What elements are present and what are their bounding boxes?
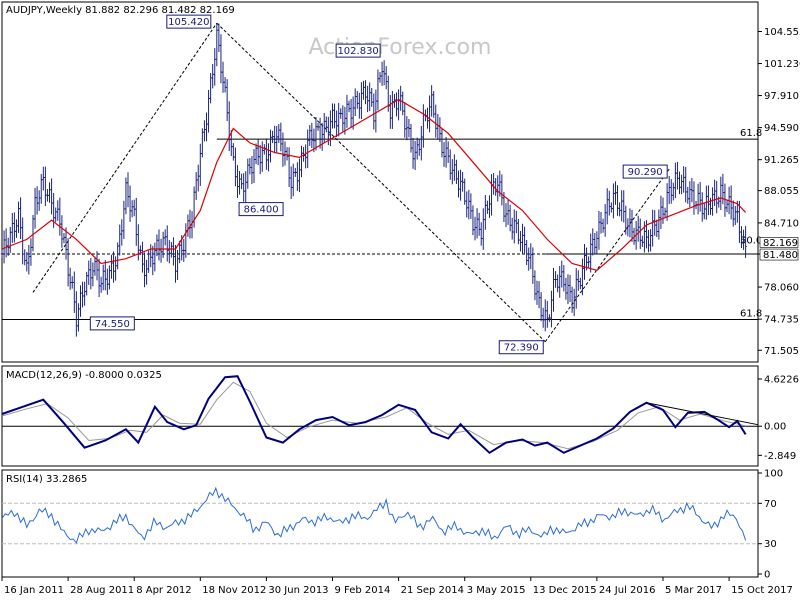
moving-average-line [1, 98, 747, 271]
macd-trendline [646, 402, 759, 426]
price-annotation-label: 102.830 [337, 46, 378, 57]
price-panel: ActionForex.com61.861.850.0105.420102.83… [0, 1, 800, 363]
x-tick-label: 13 Dec 2015 [533, 585, 597, 596]
price-annotation-label: 105.420 [168, 17, 209, 28]
price-ytick-label: 88.055 [764, 186, 799, 197]
x-tick-label: 15 Oct 2017 [731, 585, 793, 596]
rsi-ytick-label: 0 [764, 570, 770, 581]
rsi-panel: 100 70 30 0 RSI(14) 33.2865 [1, 469, 783, 581]
trendline [216, 22, 546, 343]
macd-ytick-label: 4.6226 [764, 374, 799, 385]
price-annotation-label: 72.390 [504, 343, 539, 354]
price-ytick-label: 97.910 [764, 91, 799, 102]
x-tick-label: 21 Sep 2014 [401, 585, 464, 596]
macd-ytick-label: -2.849 [764, 451, 796, 462]
rsi-panel-header: RSI(14) 33.2865 [6, 474, 87, 485]
price-annotation-box [498, 340, 544, 355]
rsi-ytick-label: 70 [764, 499, 777, 510]
macd-ytick-label: 0.00 [764, 422, 786, 433]
trendline [544, 168, 670, 343]
trendline [32, 22, 218, 293]
level-price-tag: 81.480 [763, 250, 798, 261]
price-ytick-label: 71.505 [764, 346, 799, 357]
price-annotation-label: 86.400 [244, 205, 279, 216]
x-tick-label: 30 Jun 2013 [268, 585, 328, 596]
fib-label: 50.0 [740, 236, 762, 247]
x-tick-label: 16 Jan 2011 [4, 585, 64, 596]
rsi-line [1, 486, 747, 544]
fib-label: 61.8 [740, 308, 762, 319]
price-ytick-label: 94.590 [764, 123, 799, 134]
price-ytick-label: 104.555 [764, 27, 800, 38]
current-price-tag: 82.169 [763, 238, 798, 249]
macd-panel: 4.6226 0.00 -2.849 MACD(12,26,9) -0.8000 0.… [1, 365, 799, 467]
price-bar [744, 225, 747, 258]
price-ytick-label: 91.265 [764, 155, 799, 166]
price-ytick-label: 101.230 [764, 59, 800, 70]
price-ytick-label: 74.735 [764, 315, 799, 326]
x-tick-label: 24 Jul 2016 [599, 585, 656, 596]
price-annotation-box [166, 14, 212, 29]
x-tick-label: 28 Aug 2011 [70, 585, 134, 596]
price-annotation-box [238, 202, 284, 217]
price-annotation-box [622, 164, 668, 179]
price-ytick-label: 84.710 [764, 218, 799, 229]
x-tick-label: 5 Mar 2017 [665, 585, 722, 596]
x-tick-label: 9 Feb 2014 [334, 585, 390, 596]
x-axis: 16 Jan 2011 28 Aug 2011 8 Apr 2012 18 Nov 2… [1, 577, 793, 596]
price-ytick-label: 78.060 [764, 283, 799, 294]
rsi-ytick-label: 30 [764, 539, 777, 550]
x-tick-label: 18 Nov 2012 [202, 585, 266, 596]
fib-label: 61.8 [740, 128, 762, 139]
rsi-ytick-label: 100 [764, 469, 783, 480]
level-price-tag-box [759, 248, 799, 261]
current-price-tag-box [759, 237, 799, 248]
price-annotation-label: 90.290 [628, 167, 663, 178]
rsi-frame [1, 469, 759, 578]
macd-panel-header: MACD(12,26,9) -0.8000 0.0325 [6, 370, 162, 381]
price-annotation-box [89, 316, 135, 331]
x-tick-label: 3 May 2015 [467, 585, 526, 596]
price-annotation-box [335, 43, 381, 58]
price-panel-header: AUDJPY,Weekly 81.882 82.296 81.482 82.16… [6, 5, 235, 16]
price-annotation-label: 74.550 [95, 319, 130, 330]
macd-signal-line [1, 381, 746, 450]
x-tick-label: 8 Apr 2012 [136, 585, 191, 596]
